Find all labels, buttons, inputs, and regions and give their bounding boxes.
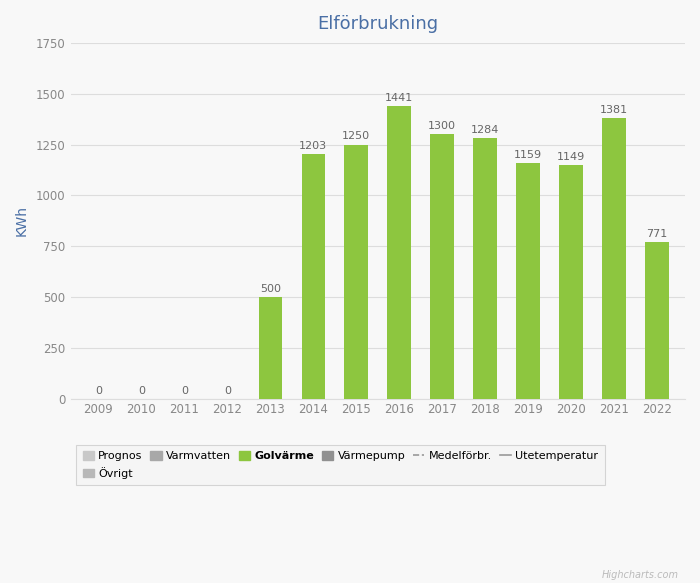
Text: 0: 0 — [138, 386, 145, 396]
Bar — [645, 242, 669, 399]
Legend: Prognos, Övrigt, Varmvatten, Golvärme, Värmepump, Medelförbr., Utetemperatur: Prognos, Övrigt, Varmvatten, Golvärme, V… — [76, 445, 605, 486]
Text: 1159: 1159 — [514, 150, 542, 160]
Text: 1441: 1441 — [385, 93, 414, 103]
Text: 0: 0 — [224, 386, 231, 396]
Bar — [344, 145, 368, 399]
Bar — [430, 134, 454, 399]
Text: Highcharts.com: Highcharts.com — [602, 570, 679, 580]
Bar — [473, 138, 497, 399]
Text: 1381: 1381 — [600, 105, 628, 115]
Bar — [387, 106, 411, 399]
Text: 1300: 1300 — [428, 121, 456, 131]
Bar — [602, 118, 626, 399]
Text: 1284: 1284 — [471, 125, 499, 135]
Text: 1203: 1203 — [300, 141, 328, 151]
Bar — [302, 154, 325, 399]
Text: 0: 0 — [95, 386, 102, 396]
Text: 1250: 1250 — [342, 131, 370, 142]
Text: 1149: 1149 — [557, 152, 585, 162]
Text: 500: 500 — [260, 284, 281, 294]
Title: Elförbrukning: Elförbrukning — [317, 15, 438, 33]
Bar — [517, 163, 540, 399]
Text: 0: 0 — [181, 386, 188, 396]
Text: 771: 771 — [646, 229, 668, 239]
Bar — [559, 165, 583, 399]
Bar — [258, 297, 282, 399]
Y-axis label: KWh: KWh — [15, 205, 29, 236]
